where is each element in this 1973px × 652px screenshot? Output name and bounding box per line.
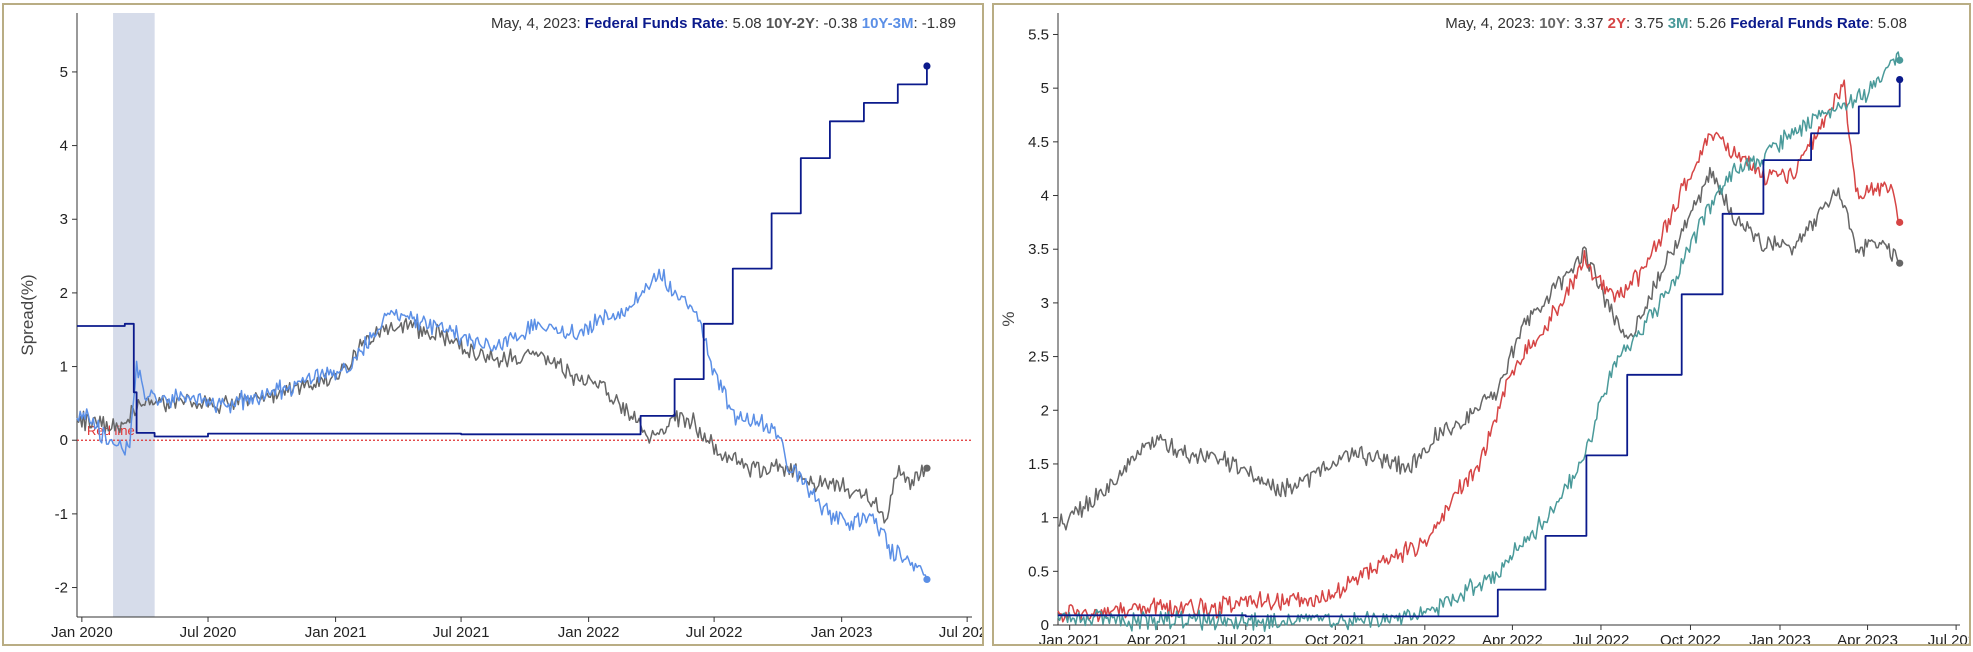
y-tick-label: 0.5 [1028, 563, 1049, 580]
series-line-federal-funds-rate [1058, 79, 1901, 618]
readout-10y3m-label: 10Y-3M [861, 15, 914, 32]
x-tick-label: Jul 2020 [180, 624, 237, 641]
series-line-10y-2y [76, 317, 927, 524]
x-tick-label: Jul 2023 [1928, 632, 1971, 646]
y-tick-label: 0 [1041, 617, 1049, 634]
y-tick-label: 4 [60, 138, 68, 155]
y-tick-label: 5.5 [1028, 26, 1049, 43]
x-tick-label: Jul 2022 [1573, 632, 1630, 646]
x-tick-label: Oct 2021 [1305, 632, 1366, 646]
x-tick-label: Jan 2022 [558, 624, 620, 641]
y-axis-label: Spread(%) [18, 274, 37, 355]
spread-readout: May, 4, 2023: Federal Funds Rate: 5.08 1… [490, 15, 956, 32]
x-tick-label: Oct 2022 [1660, 632, 1721, 646]
y-tick-label: 3.5 [1028, 241, 1049, 258]
readout-fed-value: 5.08 [1877, 15, 1907, 32]
readout-10y2y-label: 10Y-2Y [765, 15, 816, 32]
series-end-marker-federal-funds-rate [923, 62, 931, 70]
x-tick-label: Jan 2023 [1749, 632, 1811, 646]
readout-fed-label: Federal Funds Rate [1730, 15, 1870, 32]
x-tick-label: Jan 2020 [51, 624, 113, 641]
y-tick-label: 0 [60, 432, 68, 449]
y-tick-label: 5 [1041, 80, 1049, 97]
readout-fed-label: Federal Funds Rate [584, 15, 725, 32]
x-tick-label: Jul 2021 [433, 624, 490, 641]
yields-readout: May, 4, 2023: 10Y: 3.37 2Y: 3.75 3M: 5.2… [1445, 15, 1907, 32]
y-tick-label: 5 [60, 64, 68, 81]
readout-date: May, 4, 2023: [1445, 15, 1536, 32]
yields-chart: 0 0.5 1 1.5 2 2.5 3 3.5 4 4.5 5 5.5 Jan 2021 Apr 2021… [999, 13, 1971, 646]
readout-fed-value: 5.08 [732, 15, 762, 32]
readout-10y2y-value: -0.38 [823, 15, 858, 32]
series-line-10y-3m [76, 268, 928, 580]
x-tick-label: Jan 2021 [1039, 632, 1101, 646]
x-tick-label: Jul 2022 [686, 624, 743, 641]
y-tick-label: 1 [1041, 510, 1049, 527]
y-tick-label: 1 [60, 359, 68, 376]
y-tick-label: 3 [1041, 295, 1049, 312]
y-tick-label: 3 [60, 211, 68, 228]
series-end-marker-federal-funds-rate [1896, 75, 1904, 84]
y-tick-label: 1.5 [1028, 456, 1049, 473]
spread-chart-panel: -2 -1 0 1 2 3 4 5 Jan 2020 Jul 2020 Jan 2021 Jul 20… [2, 3, 984, 646]
series-end-marker-3m [1896, 56, 1904, 64]
series-line-federal-funds-rate [77, 66, 928, 438]
y-tick-label: 2.5 [1028, 349, 1049, 366]
x-tick-label: Jan 2023 [811, 624, 873, 641]
y-tick-label: -1 [55, 506, 68, 523]
y-tick-label: -2 [55, 580, 68, 597]
y-axis-label: % [999, 311, 1018, 326]
series-line-3m [1057, 51, 1901, 633]
x-tick-label: Apr 2023 [1837, 632, 1898, 646]
readout-10y-label: 10Y [1539, 15, 1566, 32]
y-tick-label: 4.5 [1028, 134, 1049, 151]
series-line-10y [1057, 166, 1901, 531]
series-end-marker-10y-2y [923, 464, 931, 472]
series-end-marker-2y [1896, 218, 1904, 226]
x-tick-label: Jan 2021 [305, 624, 367, 641]
readout-10y-value: 3.37 [1574, 15, 1604, 32]
series-end-marker-10y [1896, 259, 1904, 267]
x-tick-label: Jan 2022 [1394, 632, 1456, 646]
readout-10y3m-value: -1.89 [921, 15, 956, 32]
x-tick-label: Apr 2022 [1482, 632, 1543, 646]
readout-2y-label: 2Y [1607, 15, 1626, 32]
y-tick-label: 4 [1041, 188, 1049, 205]
series-end-marker-10y-3m [923, 575, 931, 584]
recession-band [113, 13, 155, 617]
readout-2y-value: 3.75 [1634, 15, 1664, 32]
yields-chart-panel: 0 0.5 1 1.5 2 2.5 3 3.5 4 4.5 5 5.5 Jan 2021 Apr 2021… [992, 3, 1971, 646]
y-tick-label: 2 [1041, 402, 1049, 419]
readout-3m-value: 5.26 [1696, 15, 1727, 32]
x-tick-label: Jul 2023 [939, 624, 984, 641]
x-tick-label: Apr 2021 [1127, 632, 1188, 646]
series-line-2y [1057, 79, 1901, 623]
spread-chart: -2 -1 0 1 2 3 4 5 Jan 2020 Jul 2020 Jan 2021 Jul 20… [18, 13, 984, 641]
y-tick-label: 2 [60, 285, 68, 302]
x-tick-label: Jul 2021 [1217, 632, 1274, 646]
readout-3m-label: 3M [1667, 15, 1689, 32]
readout-date: May, 4, 2023: [490, 15, 581, 32]
